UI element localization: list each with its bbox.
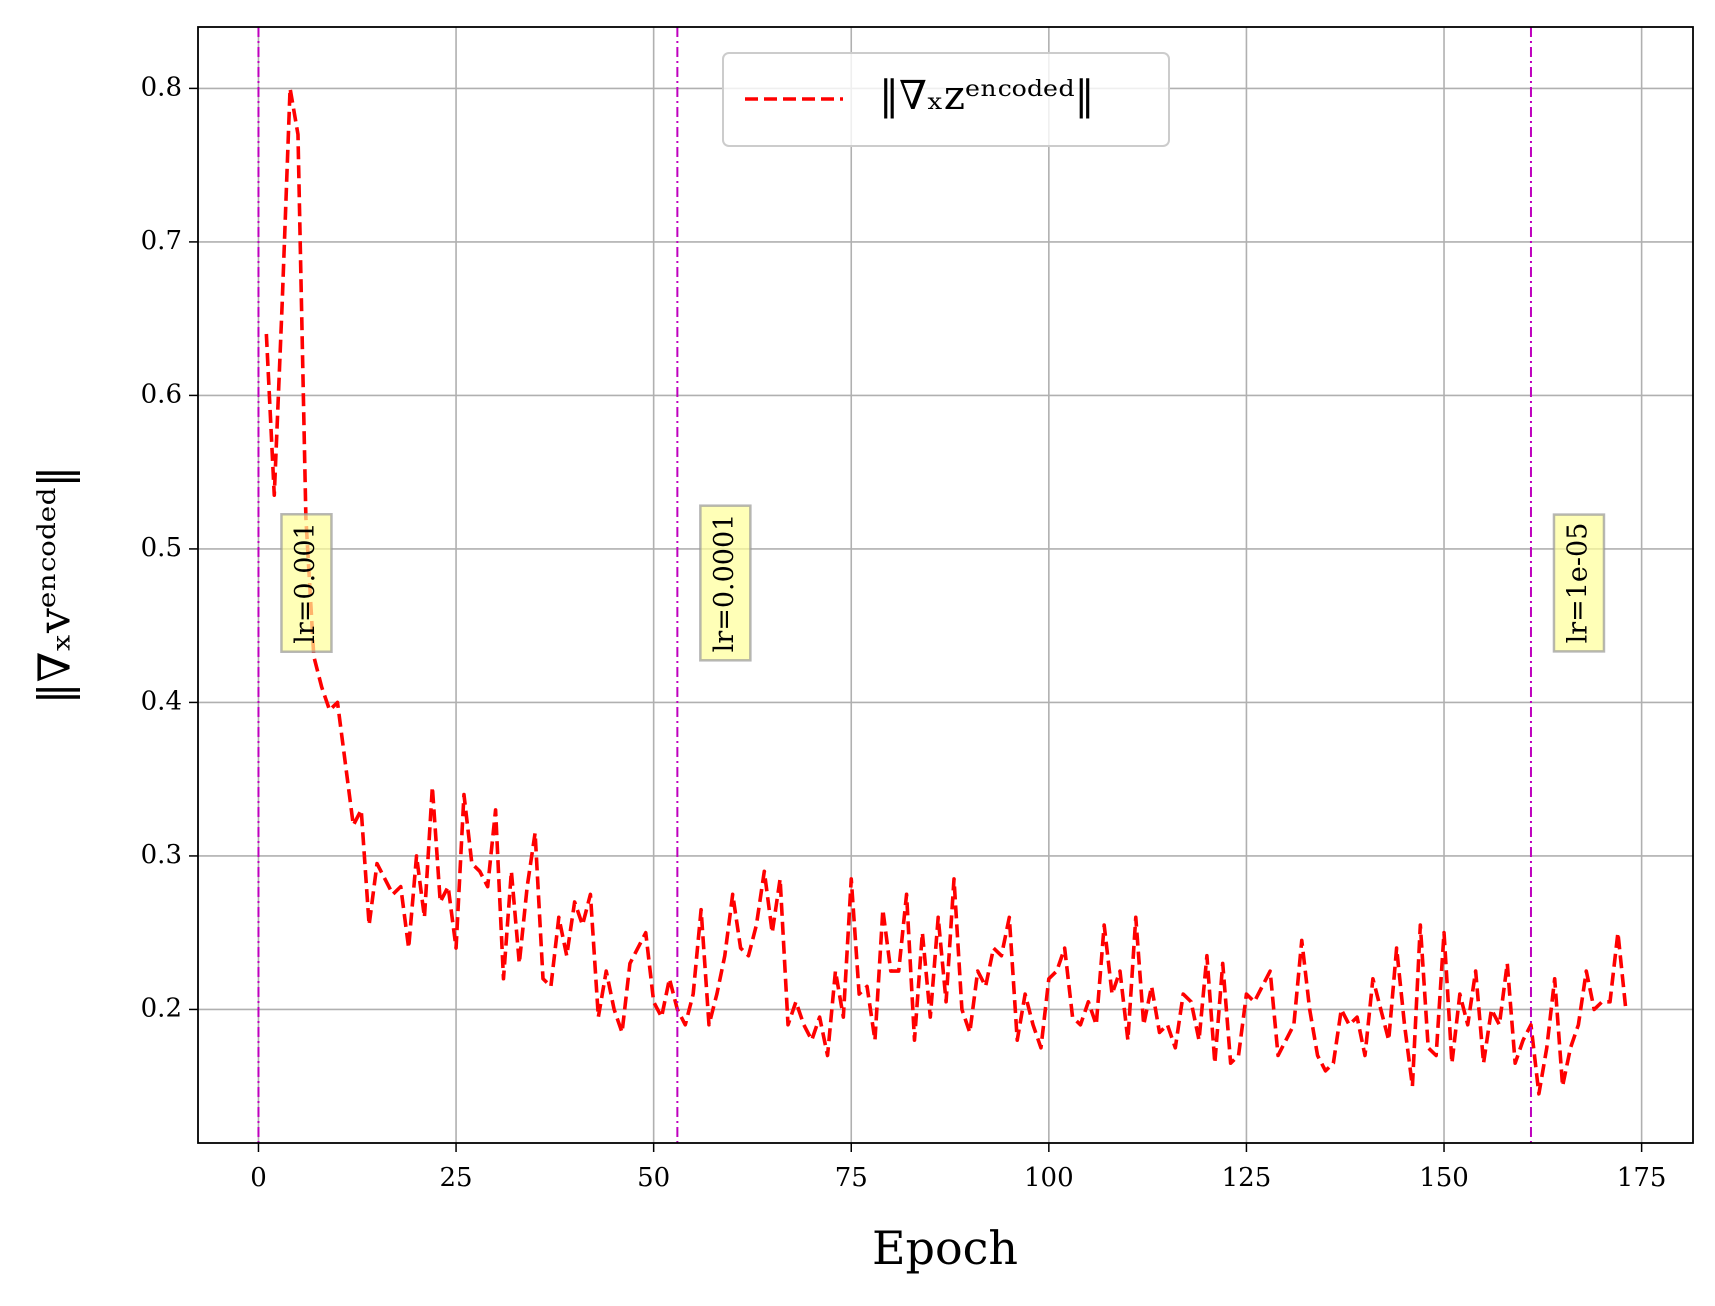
x-axis-label: Epoch — [872, 1221, 1018, 1275]
annotation-label: lr=1e-05 — [1562, 523, 1593, 644]
y-tick-label: 0.2 — [141, 993, 182, 1023]
annotation-label: lr=0.0001 — [709, 514, 740, 653]
y-tick-label: 0.5 — [141, 533, 182, 563]
annotation: lr=0.0001 — [699, 504, 752, 662]
annotation-box — [1552, 513, 1606, 653]
y-tick-label: 0.3 — [141, 840, 182, 870]
plot-frame — [197, 26, 1694, 1144]
x-tick-label: 50 — [637, 1163, 670, 1193]
annotation-box — [280, 513, 333, 653]
annotation: lr=0.001 — [280, 513, 333, 653]
annotation: lr=1e-05 — [1552, 513, 1606, 653]
x-tick-label: 75 — [835, 1163, 868, 1193]
y-tick-label: 0.4 — [141, 686, 182, 716]
y-tick-label: 0.6 — [141, 379, 182, 409]
legend-box — [722, 52, 1170, 147]
x-tick-label: 150 — [1419, 1163, 1469, 1193]
x-tick-label: 125 — [1222, 1163, 1272, 1193]
x-tick-label: 0 — [250, 1163, 267, 1193]
legend-label: ‖∇ₓzᵉⁿᶜᵒᵈᵉᵈ‖ — [879, 73, 1095, 119]
y-axis-label: ‖∇ₓvᵉⁿᶜᵒᵈᵉᵈ‖ — [30, 466, 81, 705]
x-tick-label: 175 — [1617, 1163, 1667, 1193]
x-tick-label: 25 — [440, 1163, 473, 1193]
annotation-box — [699, 504, 752, 662]
x-tick-label: 100 — [1024, 1163, 1074, 1193]
y-tick-label: 0.8 — [141, 72, 182, 102]
annotation-label: lr=0.001 — [290, 522, 321, 643]
y-tick-label: 0.7 — [141, 226, 182, 256]
data-line — [264, 86, 1628, 1096]
